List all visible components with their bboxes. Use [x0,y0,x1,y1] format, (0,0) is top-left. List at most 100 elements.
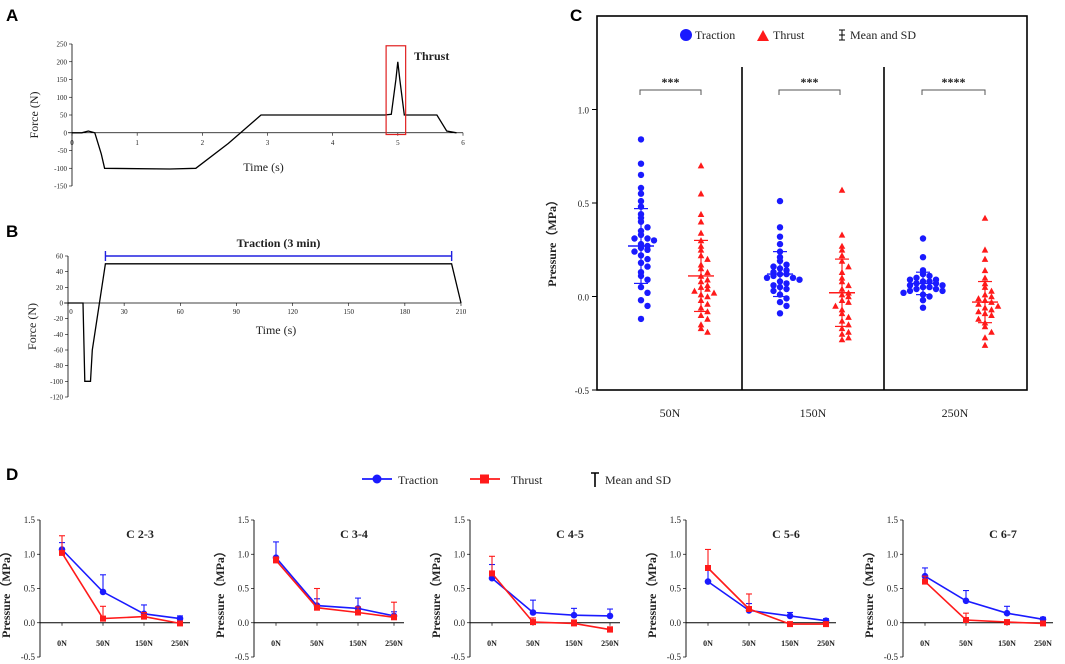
traction-point [906,276,914,283]
x-tick-label: 180 [400,308,411,316]
traction-point [631,248,638,255]
y-tick-label: 0.0 [887,618,899,628]
traction-point [919,254,927,261]
traction-point [637,160,645,167]
legend-mean-sd-icon [839,29,845,41]
y-tick-label: 1.0 [670,549,682,559]
legend-thrust-label: Thrust [773,28,805,42]
thrust-point [697,321,705,328]
y-tick-label: -0.5 [667,652,682,662]
x-tick-label: 150N [135,639,153,648]
x-tick-label: 50N [526,639,540,648]
thrust-annotation: Thrust [414,49,449,63]
traction-line [707,580,827,622]
traction-point [926,283,933,291]
traction-point [644,276,651,283]
x-tick-label: 0N [57,639,67,648]
significance-label: *** [801,75,819,89]
x-tick-label: 30 [121,308,129,316]
traction-point [606,612,614,620]
y-tick-label: 1.5 [238,515,250,525]
thrust-point [981,267,989,274]
traction-point [770,263,777,270]
thrust-point [845,298,852,305]
y-tick-label: -100 [50,378,63,386]
thrust-point [141,613,147,620]
y-axis-title: Pressure（MPa） [644,545,659,638]
y-tick-label: 150 [57,76,68,84]
thrust-point [355,609,361,616]
thrust-point [975,295,982,302]
traction-point [919,297,927,304]
traction-line [61,548,181,620]
x-tick-label: 50N [96,639,110,648]
subplot-c3-4: 1.5 1.0 0.5 0.0 -0.5 Pressure（MPa） 0N 50N 150N 25… [212,515,404,662]
traction-point [939,282,946,289]
traction-annotation: Traction (3 min) [237,236,321,250]
legend-traction-marker [372,474,382,484]
traction-point [644,235,651,242]
thrust-point [1040,620,1046,627]
thrust-point [697,210,705,217]
traction-point [783,261,790,268]
traction-point [644,289,651,296]
thrust-point [704,255,711,262]
thrust-point [704,268,711,275]
significance-label: *** [662,75,680,89]
thrust-point [981,214,989,221]
x-axis-title: Time (s) [256,323,297,337]
traction-point [919,304,927,311]
thrust-point [489,570,495,577]
x-tick-label: 1 [135,139,139,147]
y-tick-label: 1.5 [24,515,36,525]
traction-point [763,274,771,281]
y-tick-label: 0.5 [670,584,682,594]
x-tick-label: 150N [349,639,367,648]
traction-point [631,235,638,242]
x-tick-label: 0N [703,639,713,648]
thrust-point [988,287,995,294]
x-tick-label: 0 [70,139,74,147]
x-category-label: 50N [660,406,681,420]
significance-bracket [639,89,702,95]
traction-point [770,287,777,295]
y-tick-label: 250 [57,41,68,49]
traction-point [529,609,537,616]
y-tick-label: 60 [56,253,64,261]
thrust-point [697,325,705,332]
thrust-point [981,255,989,262]
y-tick-label: 0 [60,300,64,308]
thrust-point [697,162,705,169]
x-tick-label: 250N [817,639,835,648]
y-tick-label: -150 [54,183,67,191]
thrust-point [704,315,711,322]
thrust-point [845,293,852,300]
thrust-line [275,559,395,619]
thrust-line [924,581,1044,625]
y-tick-label: -100 [54,165,67,173]
x-tick-label: 4 [331,139,335,147]
force-curve [68,263,462,382]
x-tick-label: 150N [565,639,583,648]
y-tick-label: 1.0 [578,106,590,116]
traction-point [637,283,645,291]
thrust-point [697,311,705,318]
thrust-point [922,578,928,585]
panel-label-c: C [570,6,582,25]
traction-point [770,282,777,289]
traction-point [570,611,578,619]
thrust-point [975,300,982,307]
y-tick-label: -120 [50,394,63,402]
thrust-point [981,246,989,253]
thrust-point [607,626,613,633]
y-tick-label: -0.5 [575,386,590,396]
y-tick-label: 1.0 [887,549,899,559]
legend-traction-marker [680,29,692,41]
thrust-point [838,336,846,343]
x-tick-label: 5 [396,139,400,147]
x-tick-label: 210 [456,308,467,316]
panel-label-d: D [6,465,18,484]
y-tick-label: -0.5 [235,652,250,662]
